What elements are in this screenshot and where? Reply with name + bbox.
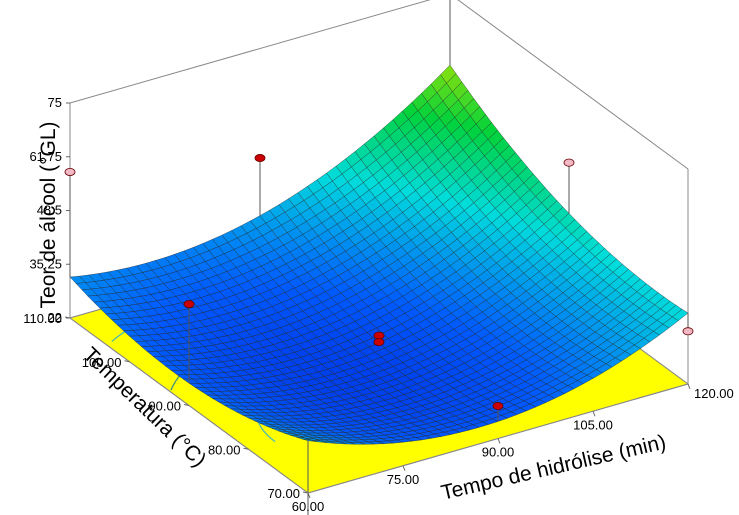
y-tick-label: 90.00: [148, 399, 181, 414]
design-point: [183, 300, 195, 309]
x-tick-mark: [687, 383, 691, 390]
design-point: [254, 154, 266, 163]
z-tick-label: 61.75: [29, 149, 62, 164]
x-tick-label: 120.00: [694, 386, 734, 401]
x-tick-mark: [307, 492, 311, 499]
pins-below-surface: [307, 313, 694, 515]
y-tick-mark: [124, 360, 130, 363]
design-point: [492, 402, 504, 411]
x-tick-mark: [592, 411, 596, 417]
frame-top-edge: [69, 0, 689, 170]
y-tick-mark: [243, 447, 249, 450]
x-tick-mark: [497, 438, 501, 444]
design-point: [373, 338, 385, 347]
y-tick-label: 100.00: [82, 355, 122, 370]
pins-above-surface: [64, 0, 575, 422]
x-tick-mark: [402, 465, 406, 471]
y-tick-label: 70.00: [267, 486, 300, 501]
z-axis-label: Teor de álcool (°GL): [37, 122, 60, 309]
design-point: [682, 327, 694, 336]
z-tick-label: 22: [48, 310, 62, 325]
y-tick-mark: [302, 491, 309, 494]
design-point: [563, 158, 575, 167]
y-tick-label: 110.00: [23, 311, 62, 326]
tick-labels: 22 35.25 48.5 61.75 75 70.00 80.00 90.00 100.00 1…: [23, 95, 734, 514]
surface-mesh: [69, 64, 689, 445]
x-tick-label: 75.00: [387, 472, 420, 487]
z-tick-label: 48.5: [37, 203, 62, 218]
design-point: [64, 167, 76, 176]
surface-cell: [672, 308, 689, 321]
y-tick-label: 80.00: [208, 442, 241, 457]
y-tick-mark: [64, 316, 71, 319]
z-tick-label: 75: [48, 95, 62, 110]
y-tick-mark: [183, 404, 190, 406]
z-tick-label: 35.25: [29, 256, 62, 271]
x-tick-label: 105.00: [573, 417, 613, 432]
x-tick-label: 60.00: [292, 499, 325, 514]
x-tick-label: 90.00: [482, 445, 515, 460]
